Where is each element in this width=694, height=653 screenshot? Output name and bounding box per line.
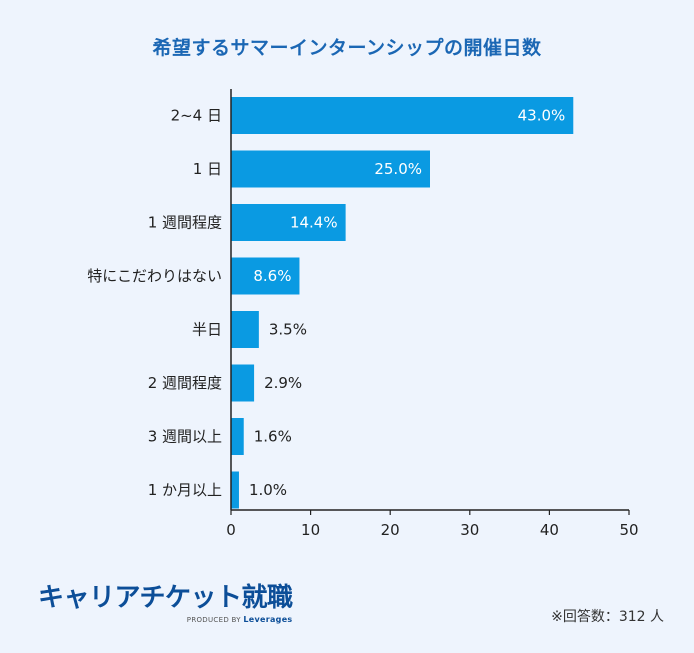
value-label: 14.4%: [290, 214, 338, 232]
bar: [231, 257, 300, 295]
x-tick-label: 50: [619, 521, 638, 539]
x-tick-label: 30: [460, 521, 479, 539]
x-tick-label: 10: [301, 521, 320, 539]
produced-by-label: PRODUCED BY: [186, 616, 241, 624]
value-label: 8.6%: [253, 267, 291, 285]
brand-logo: キャリアチケット就職 PRODUCED BY Leverages: [38, 583, 293, 624]
category-label: 2~4 日: [171, 107, 222, 125]
x-tick-label: 20: [381, 521, 400, 539]
category-label: 1 日: [193, 160, 222, 178]
value-label: 1.6%: [254, 428, 292, 446]
category-label: 2 週間程度: [148, 374, 222, 392]
bar: [231, 471, 239, 509]
company-name: Leverages: [243, 615, 293, 624]
category-label: 1 か月以上: [148, 481, 222, 499]
category-label: 半日: [192, 321, 222, 339]
chart-title: 希望するサマーインターンシップの開催日数: [152, 37, 542, 59]
value-label: 1.0%: [249, 481, 287, 499]
value-label: 2.9%: [264, 374, 302, 392]
category-label: 特にこだわりはない: [87, 267, 222, 285]
bar: [231, 204, 346, 241]
bar: [231, 97, 574, 134]
bar: [231, 418, 244, 455]
value-label: 3.5%: [269, 321, 307, 339]
value-label: 25.0%: [374, 160, 422, 178]
bar: [231, 150, 430, 188]
category-label: 3 週間以上: [148, 428, 222, 446]
bar-chart: 2~4 日 43.0% 1 日 25.0% 1 週間程度 14.4% 特にこだわりはない 8.…: [87, 89, 639, 539]
value-label: 43.0%: [518, 107, 566, 125]
x-tick-label: 0: [226, 521, 236, 539]
x-tick-label: 40: [540, 521, 559, 539]
brand-produced-by: PRODUCED BY Leverages: [187, 615, 293, 624]
category-label: 1 週間程度: [148, 214, 222, 232]
brand-name: キャリアチケット就職: [38, 583, 293, 613]
bar: [231, 364, 255, 402]
bar: [231, 311, 259, 348]
response-count-note: ※回答数：312 人: [551, 609, 664, 625]
